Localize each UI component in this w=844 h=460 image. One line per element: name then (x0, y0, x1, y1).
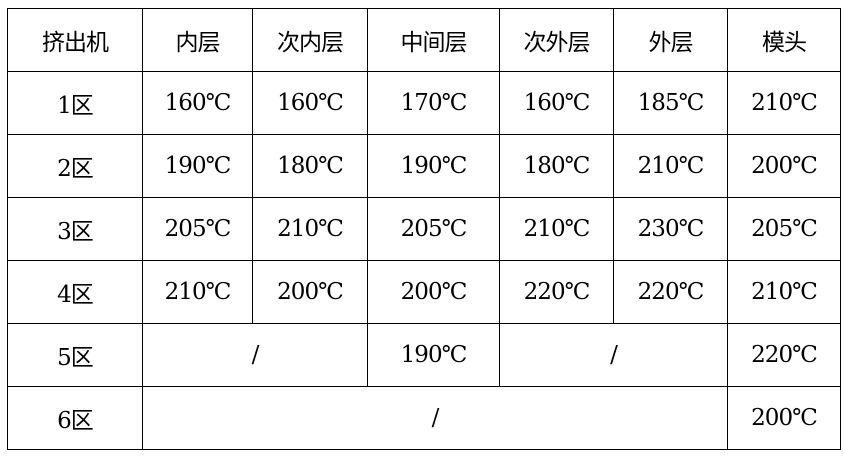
table-row: 3区 205℃ 210℃ 205℃ 210℃ 230℃ 205℃ (7, 197, 841, 261)
table-cell: 220℃ (727, 323, 841, 387)
table-cell: 200℃ (727, 386, 841, 450)
header-row: 挤出机 内层 次内层 中间层 次外层 外层 模头 (7, 8, 841, 72)
table-cell: 190℃ (142, 134, 253, 198)
table-cell: 220℃ (613, 260, 728, 324)
table-cell: 210℃ (499, 197, 614, 261)
table-cell: 205℃ (367, 197, 500, 261)
table-cell: 160℃ (142, 71, 253, 135)
header-cell: 挤出机 (7, 8, 143, 72)
merged-cell: / (142, 386, 728, 450)
header-cell: 次外层 (499, 8, 614, 72)
header-cell: 中间层 (367, 8, 500, 72)
table-cell: 200℃ (727, 134, 841, 198)
table-cell: 200℃ (252, 260, 368, 324)
table-cell: 190℃ (367, 134, 500, 198)
table-cell: 210℃ (727, 71, 841, 135)
table-cell: 190℃ (367, 323, 500, 387)
table-cell: 185℃ (613, 71, 728, 135)
extruder-temperature-table: 挤出机 内层 次内层 中间层 次外层 外层 模头 1区 160℃ 160℃ 17… (7, 8, 841, 450)
table-cell: 210℃ (727, 260, 841, 324)
table-row: 6区 / 200℃ (7, 386, 841, 450)
table-cell: 210℃ (142, 260, 253, 324)
zone-cell: 3区 (7, 197, 143, 261)
table-row: 2区 190℃ 180℃ 190℃ 180℃ 210℃ 200℃ (7, 134, 841, 198)
table-row: 1区 160℃ 160℃ 170℃ 160℃ 185℃ 210℃ (7, 71, 841, 135)
table-cell: 200℃ (367, 260, 500, 324)
table-cell: 205℃ (142, 197, 253, 261)
table-cell: 220℃ (499, 260, 614, 324)
table-cell: 160℃ (252, 71, 368, 135)
merged-cell: / (142, 323, 368, 387)
header-cell: 内层 (142, 8, 253, 72)
zone-cell: 1区 (7, 71, 143, 135)
table-cell: 180℃ (252, 134, 368, 198)
zone-cell: 2区 (7, 134, 143, 198)
header-cell: 模头 (727, 8, 841, 72)
table-cell: 205℃ (727, 197, 841, 261)
table-row: 4区 210℃ 200℃ 200℃ 220℃ 220℃ 210℃ (7, 260, 841, 324)
table-cell: 210℃ (252, 197, 368, 261)
table-cell: 180℃ (499, 134, 614, 198)
merged-cell: / (499, 323, 728, 387)
table-cell: 160℃ (499, 71, 614, 135)
table-cell: 170℃ (367, 71, 500, 135)
zone-cell: 5区 (7, 323, 143, 387)
table-cell: 210℃ (613, 134, 728, 198)
header-cell: 次内层 (252, 8, 368, 72)
zone-cell: 4区 (7, 260, 143, 324)
table-cell: 230℃ (613, 197, 728, 261)
header-cell: 外层 (613, 8, 728, 72)
zone-cell: 6区 (7, 386, 143, 450)
table-row: 5区 / 190℃ / 220℃ (7, 323, 841, 387)
